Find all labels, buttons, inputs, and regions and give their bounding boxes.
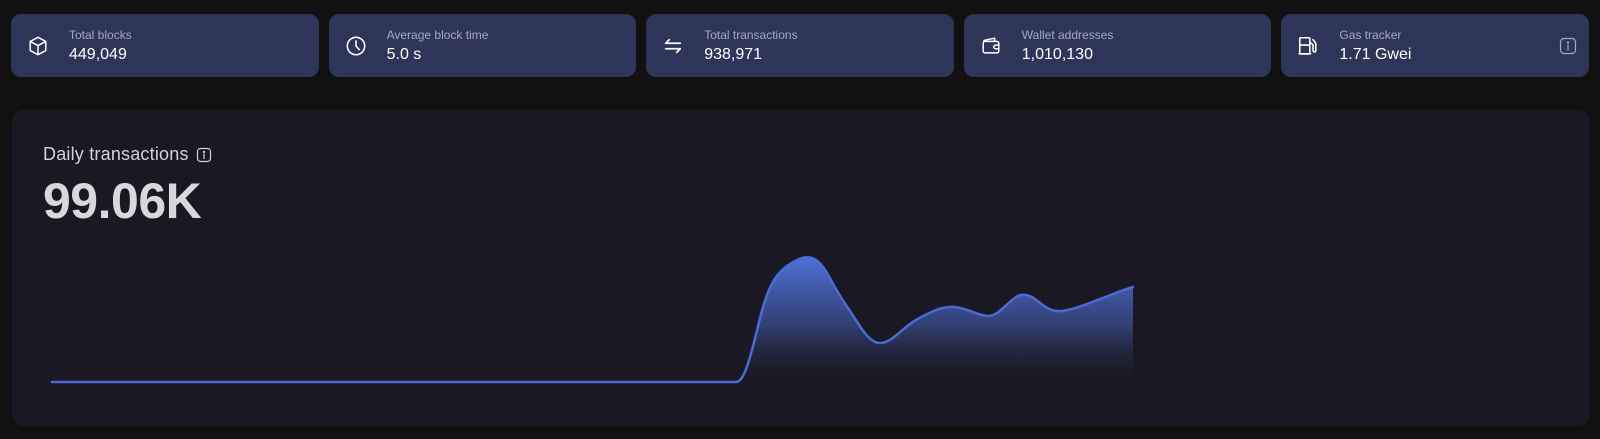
stat-label: Average block time (386, 27, 489, 42)
chart-header: Daily transactions (43, 144, 212, 165)
chart-line (50, 256, 1135, 384)
arrows-exchange-icon (662, 35, 684, 57)
stat-value: 5.0 s (386, 45, 422, 63)
stat-label: Wallet addresses (1021, 27, 1114, 42)
gas-pump-icon (1297, 35, 1319, 57)
cube-icon (27, 35, 49, 57)
wallet-icon (980, 35, 1002, 57)
stat-label: Total blocks (69, 27, 132, 42)
stat-value: 449,049 (69, 45, 127, 63)
stats-bar: Total blocks 449,049 Average block time … (11, 14, 1589, 77)
stat-card-wallet-addresses[interactable]: Wallet addresses 1,010,130 (963, 14, 1272, 77)
stat-card-total-blocks[interactable]: Total blocks 449,049 (11, 14, 319, 77)
stat-label: Gas tracker (1339, 27, 1402, 42)
chart-title: Daily transactions (43, 144, 189, 164)
daily-transactions-chart-panel: Daily transactions 99.06K (12, 110, 1590, 426)
stat-card-gas-tracker[interactable]: Gas tracker 1.71 Gwei (1281, 14, 1589, 77)
stat-label: Total transactions (704, 27, 798, 42)
daily-transactions-area-chart[interactable] (12, 110, 1590, 426)
stat-value: 1,010,130 (1021, 45, 1093, 63)
chart-area-fill (52, 257, 1133, 382)
chart-current-value: 99.06K (43, 173, 202, 229)
stat-value: 938,971 (704, 45, 763, 63)
stat-card-average-block-time[interactable]: Average block time 5.0 s (328, 14, 637, 77)
stat-card-total-transactions[interactable]: Total transactions 938,971 (646, 14, 954, 77)
info-icon[interactable] (196, 147, 212, 163)
info-icon[interactable] (1559, 37, 1577, 55)
clock-icon (345, 35, 367, 57)
stat-value: 1.71 Gwei (1339, 45, 1412, 63)
